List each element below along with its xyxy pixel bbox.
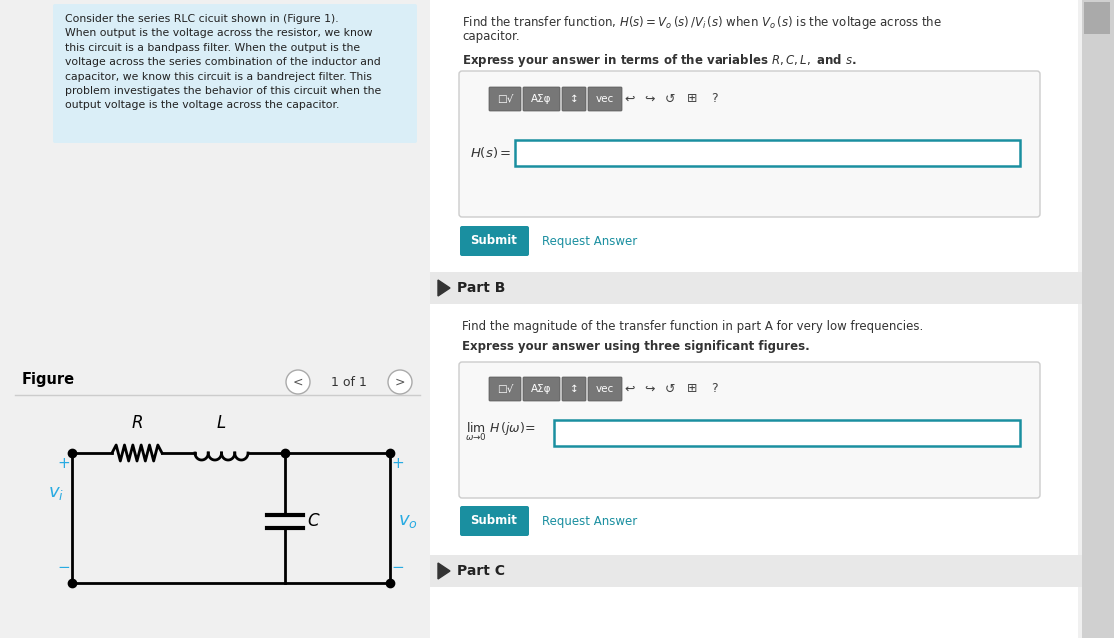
FancyBboxPatch shape [522, 377, 560, 401]
Polygon shape [438, 280, 450, 296]
Text: Request Answer: Request Answer [543, 514, 637, 528]
Text: vec: vec [596, 384, 614, 394]
Text: Find the magnitude of the transfer function in part A for very low frequencies.: Find the magnitude of the transfer funct… [462, 320, 924, 333]
Text: $v_i$: $v_i$ [48, 484, 63, 502]
Text: vec: vec [596, 94, 614, 104]
Text: ↪: ↪ [645, 93, 655, 105]
Text: ↪: ↪ [645, 383, 655, 396]
Text: □√: □√ [497, 384, 514, 394]
Text: <: < [293, 376, 303, 389]
FancyBboxPatch shape [430, 0, 1078, 638]
Text: Consider the series RLC cicuit shown in (Figure 1).
When output is the voltage a: Consider the series RLC cicuit shown in … [65, 14, 381, 110]
Text: Request Answer: Request Answer [543, 235, 637, 248]
FancyBboxPatch shape [588, 377, 622, 401]
Text: ?: ? [711, 383, 717, 396]
Text: $C$: $C$ [307, 512, 321, 530]
Text: ↕: ↕ [569, 94, 578, 104]
Text: ?: ? [711, 93, 717, 105]
FancyBboxPatch shape [460, 226, 529, 256]
Text: Part C: Part C [457, 564, 505, 578]
Text: ↩: ↩ [625, 93, 635, 105]
FancyBboxPatch shape [459, 362, 1040, 498]
Text: Part B: Part B [457, 281, 506, 295]
Polygon shape [438, 563, 450, 579]
Text: >: > [394, 376, 405, 389]
FancyBboxPatch shape [489, 87, 521, 111]
Text: $R$: $R$ [131, 414, 143, 432]
Circle shape [286, 370, 310, 394]
Text: ↕: ↕ [569, 384, 578, 394]
Text: ⊞: ⊞ [686, 93, 697, 105]
Text: ↺: ↺ [665, 383, 675, 396]
Text: +: + [392, 456, 404, 470]
FancyBboxPatch shape [430, 555, 1082, 587]
Text: capacitor.: capacitor. [462, 30, 519, 43]
Text: −: − [58, 561, 70, 575]
Text: Express your answer using three significant figures.: Express your answer using three signific… [462, 340, 810, 353]
Text: ↩: ↩ [625, 383, 635, 396]
FancyBboxPatch shape [460, 506, 529, 536]
FancyBboxPatch shape [459, 71, 1040, 217]
Text: ↺: ↺ [665, 93, 675, 105]
Text: $v_o$: $v_o$ [398, 512, 418, 530]
Text: $\lim_{\omega \to 0}$ $H\,(j\omega) =$: $\lim_{\omega \to 0}$ $H\,(j\omega) =$ [465, 420, 536, 443]
Text: Submit: Submit [470, 235, 517, 248]
FancyBboxPatch shape [522, 87, 560, 111]
FancyBboxPatch shape [430, 272, 1082, 304]
FancyBboxPatch shape [1084, 2, 1110, 34]
Text: $L$: $L$ [216, 414, 226, 432]
FancyBboxPatch shape [1082, 0, 1114, 638]
Text: Submit: Submit [470, 514, 517, 528]
Text: AΣφ: AΣφ [530, 384, 551, 394]
Text: Find the transfer function, $H(s) = V_o\,(s)\,/V_i\,(s)$ when $V_o\,(s)$ is the : Find the transfer function, $H(s) = V_o\… [462, 14, 941, 31]
Text: $H(s) =$: $H(s) =$ [470, 144, 511, 160]
FancyBboxPatch shape [554, 420, 1020, 446]
Text: □√: □√ [497, 94, 514, 104]
FancyBboxPatch shape [53, 4, 417, 143]
Circle shape [388, 370, 412, 394]
FancyBboxPatch shape [489, 377, 521, 401]
FancyBboxPatch shape [515, 140, 1020, 166]
Text: Figure: Figure [22, 372, 75, 387]
Text: ⊞: ⊞ [686, 383, 697, 396]
Text: 1 of 1: 1 of 1 [331, 376, 367, 389]
FancyBboxPatch shape [588, 87, 622, 111]
Text: AΣφ: AΣφ [530, 94, 551, 104]
Text: +: + [58, 456, 70, 470]
Text: Express your answer in terms of the variables $R, C, L,$ and $s$.: Express your answer in terms of the vari… [462, 52, 857, 69]
FancyBboxPatch shape [561, 87, 586, 111]
FancyBboxPatch shape [561, 377, 586, 401]
Text: −: − [392, 561, 404, 575]
